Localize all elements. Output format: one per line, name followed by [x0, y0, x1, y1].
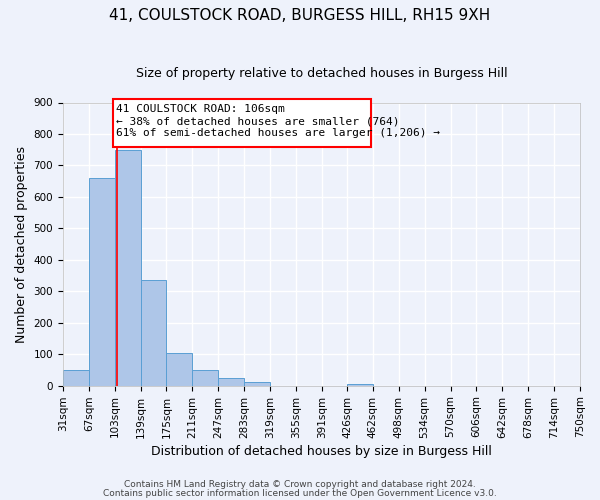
Title: Size of property relative to detached houses in Burgess Hill: Size of property relative to detached ho… — [136, 68, 507, 80]
Y-axis label: Number of detached properties: Number of detached properties — [15, 146, 28, 342]
Bar — [63, 370, 89, 386]
Bar — [244, 382, 270, 386]
X-axis label: Distribution of detached houses by size in Burgess Hill: Distribution of detached houses by size … — [151, 444, 492, 458]
Text: Contains HM Land Registry data © Crown copyright and database right 2024.: Contains HM Land Registry data © Crown c… — [124, 480, 476, 489]
Text: Contains public sector information licensed under the Open Government Licence v3: Contains public sector information licen… — [103, 488, 497, 498]
Text: 41, COULSTOCK ROAD, BURGESS HILL, RH15 9XH: 41, COULSTOCK ROAD, BURGESS HILL, RH15 9… — [109, 8, 491, 22]
Bar — [218, 378, 244, 386]
FancyBboxPatch shape — [113, 100, 371, 146]
Text: 41 COULSTOCK ROAD: 106sqm: 41 COULSTOCK ROAD: 106sqm — [116, 104, 285, 114]
Text: ← 38% of detached houses are smaller (764): ← 38% of detached houses are smaller (76… — [116, 116, 400, 126]
Bar — [115, 150, 140, 386]
Bar — [193, 370, 218, 386]
Bar — [347, 384, 373, 386]
Bar — [166, 352, 193, 386]
Text: 61% of semi-detached houses are larger (1,206) →: 61% of semi-detached houses are larger (… — [116, 128, 440, 138]
Bar — [89, 178, 115, 386]
Bar — [140, 280, 166, 386]
